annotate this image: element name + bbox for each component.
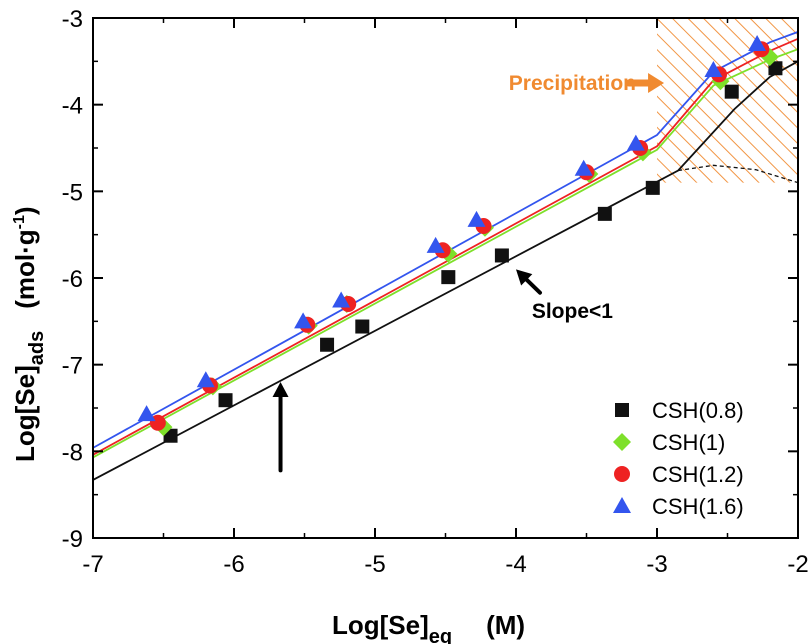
csh-1-fit-line	[93, 48, 798, 459]
y-axis-unit-sup: -1	[11, 215, 28, 229]
legend-label-csh-1: CSH(1)	[652, 430, 725, 455]
csh-1-6-point	[467, 210, 486, 227]
csh-1-6-point	[574, 159, 593, 176]
csh-0-8-point	[320, 337, 335, 352]
legend-label-csh-0-8: CSH(0.8)	[652, 398, 744, 423]
csh-0-8-point	[597, 206, 612, 221]
precipitation-arrow-head	[648, 73, 665, 93]
legend: CSH(0.8) CSH(1) CSH(1.2) CSH(1.6)	[613, 398, 744, 519]
legend-label-csh-1-2: CSH(1.2)	[652, 462, 744, 487]
legend-marker-csh-1-6	[613, 497, 631, 513]
y-tick-label: -6	[62, 266, 83, 293]
csh-1-6-point	[704, 61, 723, 77]
legend-marker-csh-0-8	[615, 403, 629, 417]
vertical-arrow-head	[272, 382, 289, 397]
x-tick-label: -4	[505, 551, 526, 578]
precipitation-region	[657, 18, 798, 183]
y-tick-label: -4	[62, 93, 83, 120]
y-axis-title-sub: ads	[26, 331, 48, 365]
y-axis-unit-pre: (mol·g	[10, 229, 40, 308]
x-axis-title-main: Log[Se]	[332, 610, 429, 640]
x-tick-label: -5	[364, 551, 385, 578]
arrows	[272, 73, 665, 473]
y-axis-title-main: Log[Se]	[10, 365, 40, 462]
x-tick-label: -6	[223, 551, 244, 578]
x-axis-title: Log[Se]eq (M)	[332, 610, 525, 644]
x-axis-title-sub: eq	[429, 626, 452, 644]
precipitation-label: Precipitation	[509, 72, 636, 95]
legend-label-csh-1-6: CSH(1.6)	[652, 494, 744, 519]
y-tick-label: -7	[62, 353, 83, 380]
axis-ticks	[92, 17, 799, 539]
x-tick-label: -3	[646, 551, 667, 578]
csh-0-8-point	[724, 84, 739, 99]
csh-0-8-point	[441, 270, 456, 285]
x-axis-unit: (M)	[486, 610, 525, 640]
slope-arrow-head	[516, 269, 533, 286]
y-tick-label: -5	[62, 179, 83, 206]
csh-0-8-point	[355, 319, 370, 334]
x-tick-label: -7	[82, 551, 103, 578]
csh-1-6-point	[294, 312, 313, 329]
legend-marker-csh-1	[613, 433, 631, 451]
data-markers	[137, 35, 783, 443]
y-tick-label: -3	[62, 6, 83, 33]
x-tick-label: -2	[787, 551, 808, 578]
csh-0-8-point	[645, 180, 660, 195]
csh-1-6-point	[748, 35, 767, 51]
csh-1-6-point	[196, 371, 215, 388]
slope-label: Slope<1	[532, 300, 613, 323]
csh-0-8-point	[218, 393, 233, 408]
y-axis-unit-post: )	[10, 206, 40, 215]
y-tick-label: -9	[62, 526, 83, 553]
y-tick-label: -8	[62, 439, 83, 466]
csh-1-6-point	[626, 134, 645, 151]
csh-0-8-point	[494, 248, 509, 263]
y-axis-title: Log[Se]ads (mol·g-1)	[10, 206, 48, 462]
csh-1-6-point	[426, 236, 445, 253]
csh-0-8-fit-extension-line	[678, 164, 798, 184]
slope-arrow-shaft	[524, 277, 542, 295]
csh-1-6-point	[332, 291, 351, 308]
csh-1-6-point	[137, 405, 156, 422]
csh-0-8-point	[768, 61, 783, 76]
axis-tick-labels: -7 -6 -5 -4 -3 -2 -9 -8 -7 -6 -5 -4 -3	[62, 6, 809, 578]
legend-marker-csh-1-2	[614, 466, 630, 482]
